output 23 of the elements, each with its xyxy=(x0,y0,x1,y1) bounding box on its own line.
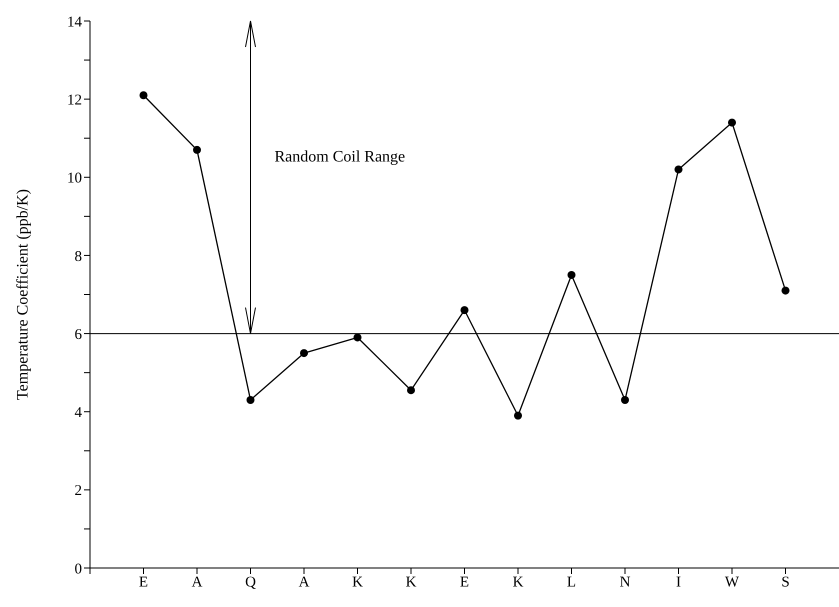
x-tick-label: S xyxy=(781,574,790,591)
x-tick-label: K xyxy=(352,574,364,591)
y-tick-label: 6 xyxy=(74,326,82,343)
y-tick-label: 4 xyxy=(74,405,82,422)
x-tick-label: E xyxy=(460,574,470,591)
x-tick-label: K xyxy=(512,574,524,591)
annotation: Random Coil Range xyxy=(274,148,406,166)
y-tick-label: 0 xyxy=(74,561,82,578)
x-tick-label: N xyxy=(620,574,631,591)
x-tick-label: E xyxy=(138,574,148,591)
x-tick-label: L xyxy=(566,574,576,591)
y-tick-label: 2 xyxy=(74,483,82,500)
y-tick-label: 14 xyxy=(67,14,82,30)
x-tick-label: Q xyxy=(245,574,256,591)
x-tick-label: A xyxy=(298,574,310,591)
y-tick-label: 8 xyxy=(74,248,82,265)
x-tick-label: W xyxy=(724,574,740,591)
y-tick-label: 12 xyxy=(67,92,82,108)
x-tick-label: K xyxy=(406,574,417,591)
x-tick-label: I xyxy=(676,574,681,591)
x-tick-label: A xyxy=(192,574,203,591)
y-axis-title: Temperature Coefficient (ppb/K) xyxy=(14,189,32,400)
y-tick-label: 10 xyxy=(67,170,82,187)
